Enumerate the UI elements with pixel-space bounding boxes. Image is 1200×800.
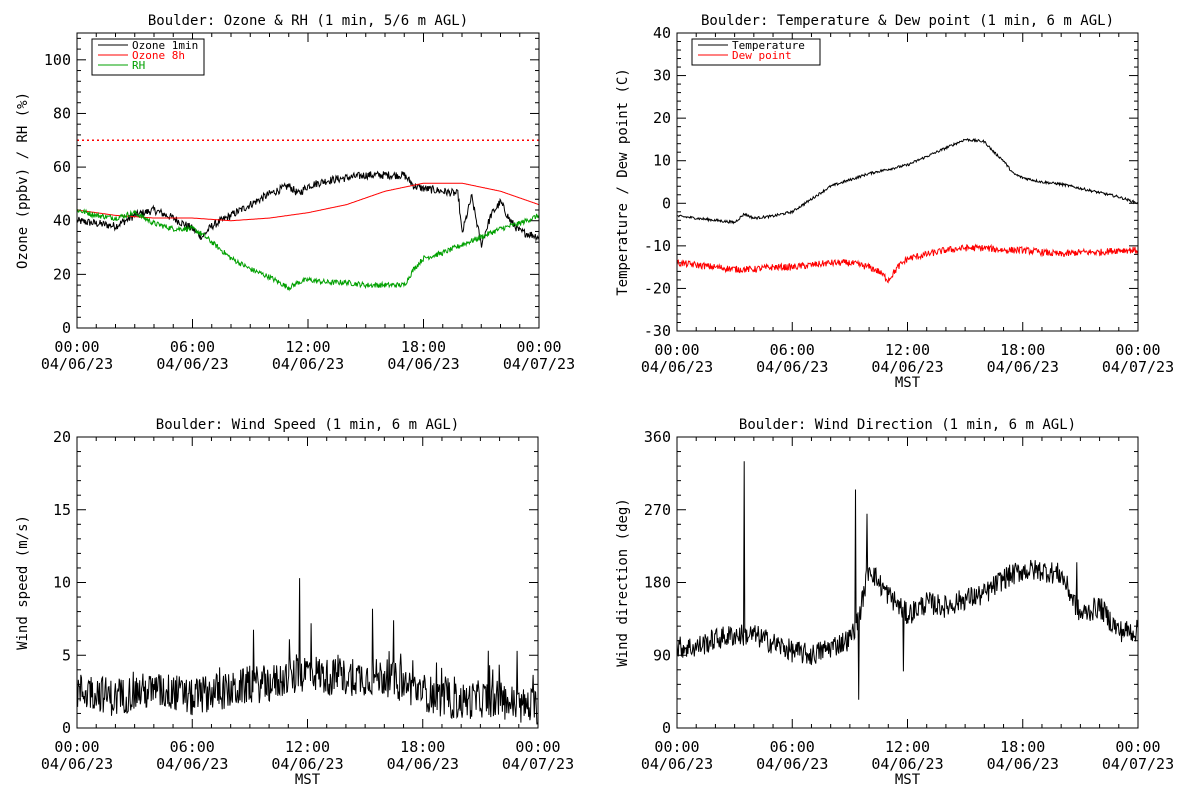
y-tick-label: 80 xyxy=(53,104,71,122)
legend-entry: RH xyxy=(132,59,145,72)
x-tick-date-label: 04/07/23 xyxy=(1102,358,1174,376)
y-tick-label: 20 xyxy=(653,109,671,127)
y-tick-label: 10 xyxy=(653,152,671,170)
chart-panel-temp_dew: Boulder: Temperature & Dew point (1 min,… xyxy=(615,13,1174,391)
y-tick-label: 0 xyxy=(662,194,671,212)
x-tick-date-label: 04/06/23 xyxy=(156,755,228,773)
x-tick-date-label: 04/06/23 xyxy=(641,755,713,773)
y-tick-label: 360 xyxy=(644,428,671,446)
x-tick-date-label: 04/06/23 xyxy=(756,358,828,376)
legend-entry: Dew point xyxy=(732,49,792,62)
y-tick-label: 100 xyxy=(44,51,71,69)
x-tick-date-label: 04/06/23 xyxy=(641,358,713,376)
x-tick-time-label: 00:00 xyxy=(516,338,561,356)
x-tick-time-label: 18:00 xyxy=(1000,738,1045,756)
legend-box xyxy=(691,38,821,66)
y-tick-label: 20 xyxy=(53,428,71,446)
series-line-ozone-1min xyxy=(77,170,539,248)
y-tick-label: 180 xyxy=(644,574,671,592)
x-axis-label: MST xyxy=(895,375,921,391)
chart-panel-wind_speed: Boulder: Wind Speed (1 min, 6 m AGL) Wind… xyxy=(15,417,574,788)
y-tick-label: 0 xyxy=(62,319,71,337)
x-axis-label: MST xyxy=(295,772,321,788)
y-tick-label: -10 xyxy=(644,237,671,255)
x-tick-date-label: 04/07/23 xyxy=(1102,755,1174,773)
x-tick-time-label: 06:00 xyxy=(770,341,815,359)
chart-panel-wind_dir: Boulder: Wind Direction (1 min, 6 m AGL)… xyxy=(615,417,1174,788)
x-tick-time-label: 12:00 xyxy=(285,738,330,756)
y-tick-label: 270 xyxy=(644,501,671,519)
x-tick-date-label: 04/06/23 xyxy=(871,358,943,376)
y-tick-label: 40 xyxy=(653,24,671,42)
plot-frame xyxy=(76,436,539,729)
y-tick-label: -30 xyxy=(644,322,671,340)
x-tick-time-label: 00:00 xyxy=(654,341,699,359)
x-tick-date-label: 04/07/23 xyxy=(502,755,574,773)
y-tick-label: 30 xyxy=(653,67,671,85)
x-tick-time-label: 00:00 xyxy=(1115,341,1160,359)
series-line-wind_dir xyxy=(677,461,1138,700)
x-tick-time-label: 06:00 xyxy=(170,738,215,756)
x-tick-date-label: 04/06/23 xyxy=(271,755,343,773)
x-tick-time-label: 18:00 xyxy=(400,738,445,756)
y-tick-label: 60 xyxy=(53,158,71,176)
y-tick-label: -20 xyxy=(644,279,671,297)
x-tick-date-label: 04/07/23 xyxy=(503,355,575,373)
legend-entry: Ozone 8h xyxy=(132,49,185,62)
x-tick-date-label: 04/06/23 xyxy=(387,355,459,373)
chart-title: Boulder: Wind Speed (1 min, 6 m AGL) xyxy=(156,417,459,433)
y-tick-label: 0 xyxy=(62,719,71,737)
x-tick-date-label: 04/06/23 xyxy=(41,755,113,773)
series-line-rh xyxy=(77,208,539,292)
x-tick-time-label: 06:00 xyxy=(170,338,215,356)
x-tick-time-label: 18:00 xyxy=(1000,341,1045,359)
x-tick-date-label: 04/06/23 xyxy=(987,358,1059,376)
y-axis-label: Wind direction (deg) xyxy=(615,498,631,667)
x-tick-time-label: 12:00 xyxy=(885,738,930,756)
x-tick-date-label: 04/06/23 xyxy=(272,355,344,373)
x-tick-date-label: 04/06/23 xyxy=(871,755,943,773)
chart-title: Boulder: Wind Direction (1 min, 6 m AGL) xyxy=(739,417,1076,433)
x-tick-time-label: 00:00 xyxy=(1115,738,1160,756)
chart-title: Boulder: Ozone & RH (1 min, 5/6 m AGL) xyxy=(148,13,468,29)
y-axis-label: Ozone (ppbv) / RH (%) xyxy=(15,92,31,269)
legend-entry: Temperature xyxy=(732,39,805,52)
y-tick-label: 10 xyxy=(53,574,71,592)
chart-title: Boulder: Temperature & Dew point (1 min,… xyxy=(701,13,1114,29)
x-tick-date-label: 04/06/23 xyxy=(41,355,113,373)
x-tick-time-label: 00:00 xyxy=(654,738,699,756)
y-tick-label: 5 xyxy=(62,646,71,664)
series-line-dew-point xyxy=(677,243,1138,284)
x-tick-date-label: 04/06/23 xyxy=(987,755,1059,773)
y-tick-label: 15 xyxy=(53,501,71,519)
y-tick-label: 90 xyxy=(653,646,671,664)
series-line-ozone-8h xyxy=(77,182,539,222)
y-tick-label: 40 xyxy=(53,212,71,230)
y-tick-label: 20 xyxy=(53,265,71,283)
plot-frame xyxy=(676,32,1139,332)
y-axis-label: Temperature / Dew point (C) xyxy=(615,68,631,296)
x-tick-date-label: 04/06/23 xyxy=(387,755,459,773)
x-tick-time-label: 00:00 xyxy=(54,738,99,756)
x-tick-date-label: 04/06/23 xyxy=(756,755,828,773)
x-tick-time-label: 00:00 xyxy=(54,338,99,356)
series-line-wind_speed xyxy=(77,578,538,725)
series-line-temperature xyxy=(677,137,1138,225)
y-axis-label: Wind speed (m/s) xyxy=(15,515,31,650)
x-tick-time-label: 12:00 xyxy=(285,338,330,356)
plot-frame xyxy=(76,32,540,329)
x-tick-time-label: 06:00 xyxy=(770,738,815,756)
x-tick-time-label: 00:00 xyxy=(515,738,560,756)
plot-frame xyxy=(676,436,1139,729)
x-tick-time-label: 12:00 xyxy=(885,341,930,359)
x-tick-date-label: 04/06/23 xyxy=(156,355,228,373)
x-axis-label: MST xyxy=(895,772,921,788)
y-tick-label: 0 xyxy=(662,719,671,737)
x-tick-time-label: 18:00 xyxy=(401,338,446,356)
chart-panel-ozone_rh: Boulder: Ozone & RH (1 min, 5/6 m AGL) Oz… xyxy=(15,13,575,373)
legend-entry: Ozone 1min xyxy=(132,39,198,52)
